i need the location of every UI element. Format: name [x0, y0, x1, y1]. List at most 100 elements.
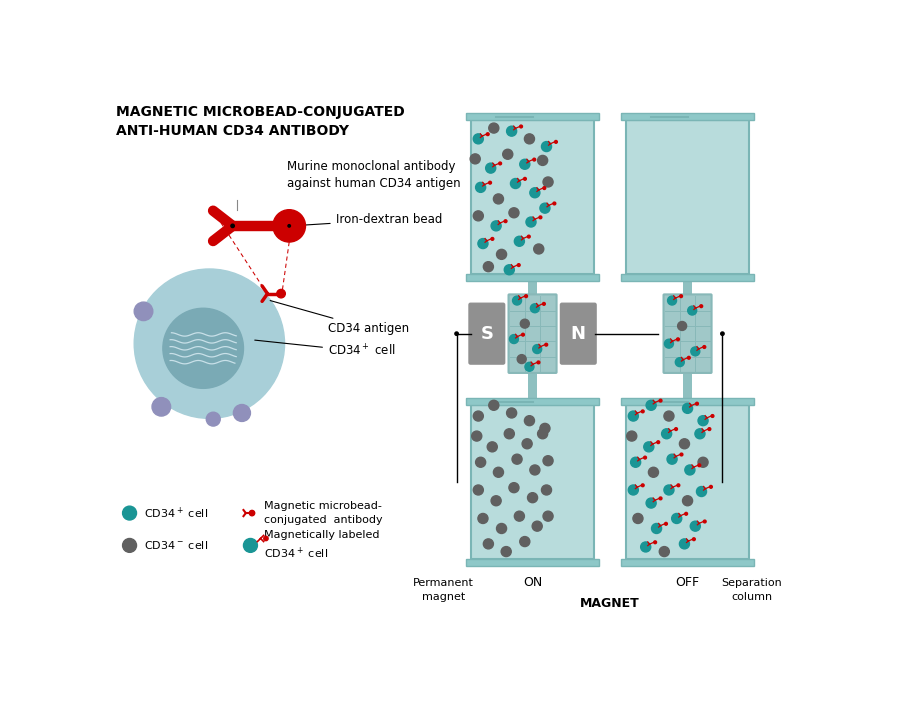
Circle shape — [664, 523, 668, 525]
Circle shape — [539, 216, 542, 219]
Circle shape — [542, 142, 552, 152]
Circle shape — [489, 181, 491, 184]
FancyBboxPatch shape — [683, 281, 692, 295]
Circle shape — [685, 513, 688, 515]
Circle shape — [519, 125, 523, 128]
FancyBboxPatch shape — [626, 405, 749, 559]
Circle shape — [152, 398, 171, 416]
Circle shape — [520, 319, 529, 328]
Circle shape — [664, 339, 673, 348]
Circle shape — [626, 431, 637, 441]
Circle shape — [493, 194, 503, 204]
Circle shape — [530, 304, 539, 313]
Circle shape — [489, 123, 499, 133]
Circle shape — [473, 211, 483, 221]
Circle shape — [525, 362, 534, 371]
Circle shape — [543, 177, 553, 187]
Circle shape — [652, 523, 662, 534]
Circle shape — [533, 345, 542, 353]
Text: CD34 antigen: CD34 antigen — [270, 300, 410, 335]
Circle shape — [544, 343, 547, 346]
Circle shape — [641, 542, 651, 552]
Circle shape — [518, 263, 520, 266]
Circle shape — [678, 321, 687, 331]
Circle shape — [508, 207, 519, 218]
FancyBboxPatch shape — [508, 295, 556, 373]
Circle shape — [475, 457, 486, 467]
Circle shape — [664, 411, 674, 421]
Circle shape — [522, 333, 525, 336]
Circle shape — [273, 210, 305, 242]
FancyBboxPatch shape — [621, 559, 754, 566]
Circle shape — [507, 126, 517, 136]
Circle shape — [206, 412, 220, 426]
Text: Permanent
magnet: Permanent magnet — [413, 578, 474, 602]
Circle shape — [668, 296, 677, 305]
Circle shape — [518, 355, 526, 363]
Circle shape — [534, 244, 544, 254]
FancyBboxPatch shape — [466, 559, 599, 566]
Circle shape — [527, 493, 537, 503]
Text: CD34$^+$ cell: CD34$^+$ cell — [143, 506, 208, 520]
Circle shape — [514, 511, 525, 521]
Circle shape — [680, 453, 683, 456]
Circle shape — [648, 467, 659, 477]
Circle shape — [691, 347, 700, 356]
Text: Iron-dextran bead: Iron-dextran bead — [294, 213, 442, 227]
Circle shape — [288, 224, 291, 227]
Circle shape — [688, 306, 697, 315]
Circle shape — [249, 510, 255, 515]
FancyBboxPatch shape — [472, 405, 594, 559]
Text: Murine monoclonal antibody
against human CD34 antigen: Murine monoclonal antibody against human… — [287, 160, 461, 190]
Circle shape — [472, 431, 482, 441]
Circle shape — [520, 537, 530, 547]
Circle shape — [493, 467, 503, 477]
Text: CD34$^-$ cell: CD34$^-$ cell — [143, 539, 208, 552]
Circle shape — [703, 346, 706, 348]
Circle shape — [685, 465, 695, 475]
Circle shape — [526, 217, 536, 227]
Circle shape — [680, 295, 682, 297]
Circle shape — [530, 465, 540, 475]
Circle shape — [533, 158, 536, 161]
Circle shape — [489, 400, 499, 410]
Text: ON: ON — [523, 576, 542, 589]
Circle shape — [122, 506, 137, 520]
Circle shape — [483, 262, 493, 272]
Circle shape — [543, 511, 553, 521]
Circle shape — [697, 486, 706, 496]
Circle shape — [491, 496, 501, 506]
Circle shape — [454, 332, 458, 336]
Circle shape — [277, 290, 285, 298]
FancyBboxPatch shape — [626, 120, 749, 275]
Circle shape — [554, 140, 557, 143]
Circle shape — [504, 219, 507, 222]
Circle shape — [508, 483, 519, 493]
Circle shape — [134, 302, 153, 321]
Circle shape — [522, 439, 532, 449]
Circle shape — [514, 236, 525, 246]
FancyBboxPatch shape — [621, 399, 754, 405]
Circle shape — [659, 497, 662, 500]
FancyBboxPatch shape — [561, 303, 596, 364]
Circle shape — [525, 134, 535, 144]
Circle shape — [473, 411, 483, 421]
Circle shape — [653, 541, 656, 544]
Circle shape — [553, 202, 556, 205]
Circle shape — [470, 154, 481, 164]
Circle shape — [478, 513, 488, 523]
Circle shape — [537, 429, 548, 439]
Circle shape — [527, 235, 530, 238]
Circle shape — [122, 539, 137, 552]
FancyBboxPatch shape — [472, 120, 594, 275]
Circle shape — [540, 423, 550, 433]
Circle shape — [487, 442, 498, 452]
Circle shape — [244, 539, 257, 552]
Circle shape — [692, 538, 696, 541]
Circle shape — [510, 178, 520, 188]
Circle shape — [542, 485, 552, 495]
Text: Separation
column: Separation column — [722, 578, 782, 602]
Text: Magnetically labeled
CD34$^+$ cell: Magnetically labeled CD34$^+$ cell — [264, 530, 379, 561]
Circle shape — [486, 133, 489, 135]
Circle shape — [513, 296, 521, 305]
